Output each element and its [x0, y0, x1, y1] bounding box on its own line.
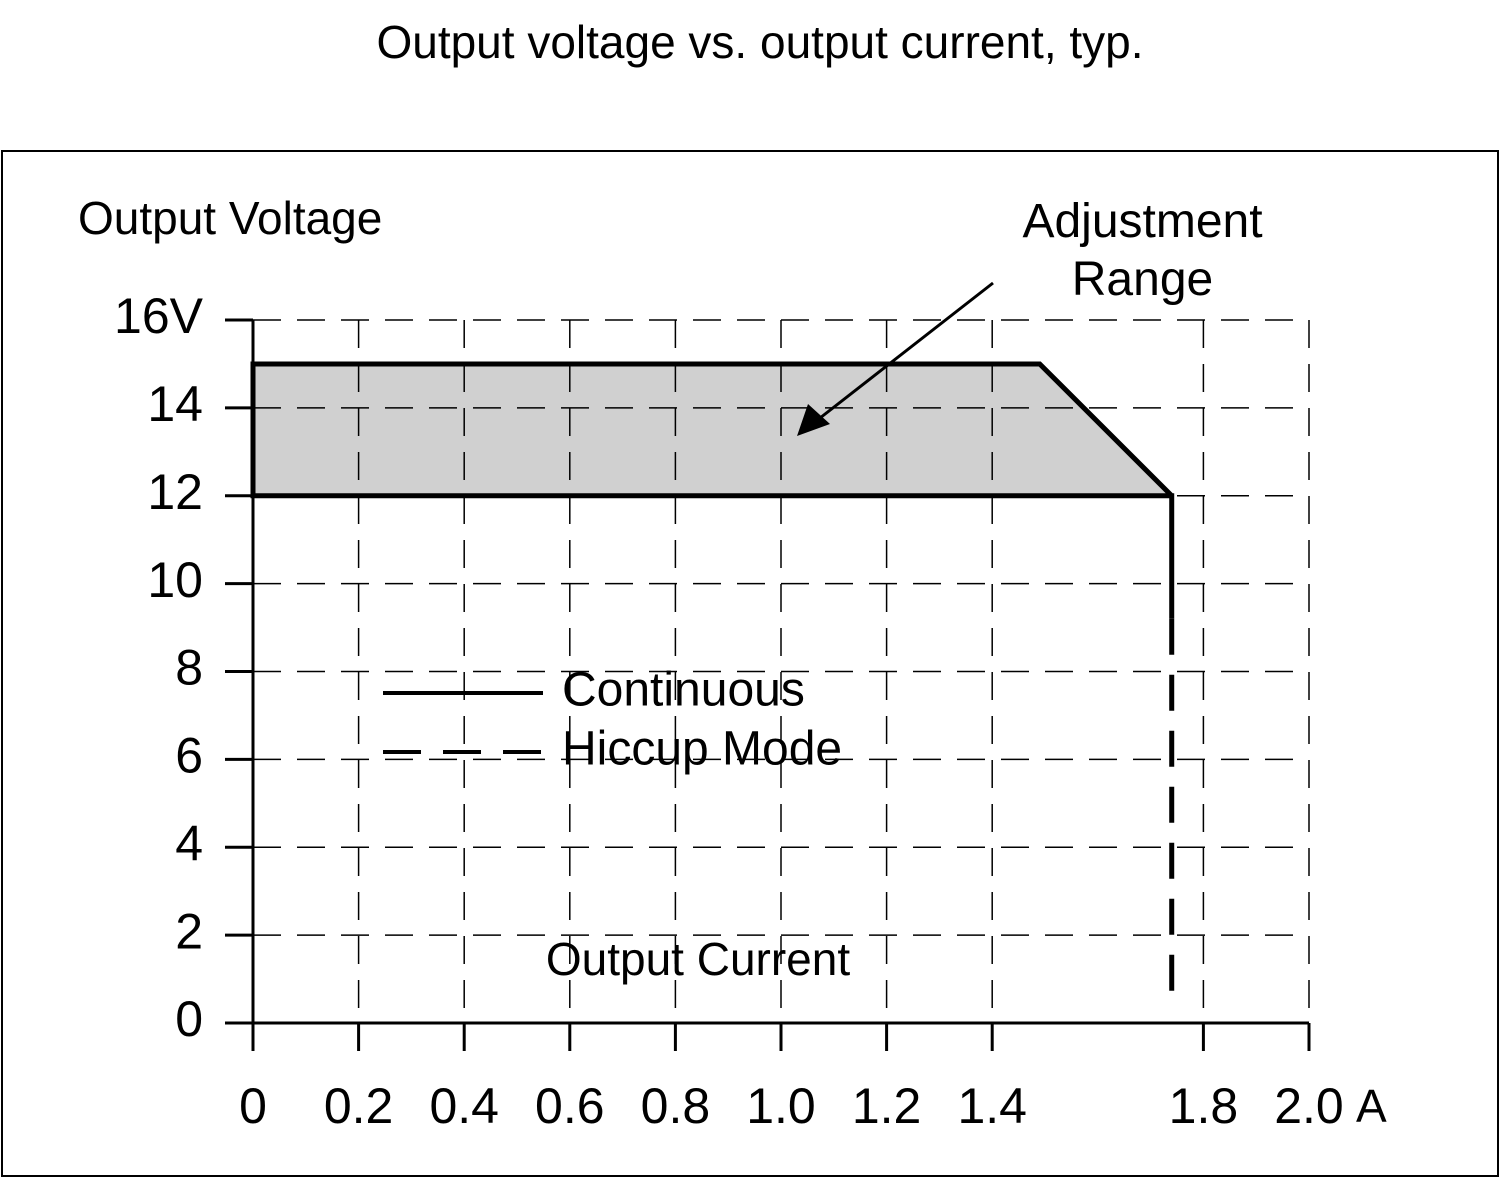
plot — [252, 319, 1310, 1024]
x-tick-label: 2.0 — [1274, 1078, 1344, 1134]
y-tick-label: 0 — [175, 991, 203, 1047]
y-axis-label: Output Voltage — [78, 192, 382, 244]
x-tick-label: 0.8 — [641, 1078, 711, 1134]
x-tick-label: 1.4 — [957, 1078, 1027, 1134]
y-tick-label: 14 — [147, 376, 203, 432]
legend-label: Continuous — [562, 664, 805, 717]
adjustment-area — [253, 363, 1172, 496]
x-tick-label: 0.4 — [429, 1078, 499, 1134]
series-line — [250, 361, 1175, 619]
y-tick-label: 16V — [114, 288, 204, 344]
x-tick-label: 1.0 — [746, 1078, 816, 1134]
y-tick-label: 4 — [175, 815, 203, 871]
x-tick-label: 0 — [239, 1078, 267, 1134]
x-tick-label: 0.6 — [535, 1078, 605, 1134]
y-tick-label: 8 — [175, 640, 203, 696]
annotation-arrow — [819, 281, 994, 420]
x-unit: A — [1356, 1080, 1387, 1132]
y-tick-label: 2 — [175, 903, 203, 959]
y-tick-label: 12 — [147, 464, 203, 520]
arrow-head — [797, 404, 830, 436]
x-tick-label: 0.2 — [324, 1078, 394, 1134]
area-label: Adjustment Range — [1022, 195, 1263, 306]
x-tick-label: 1.2 — [852, 1078, 922, 1134]
chart-title: Output voltage vs. output current, typ. — [376, 16, 1144, 68]
x-axis-label: Output Current — [546, 933, 850, 985]
legend-label: Hiccup Mode — [562, 723, 842, 776]
y-tick-label: 6 — [175, 728, 203, 784]
y-tick-label: 10 — [147, 552, 203, 608]
frame — [1, 150, 1499, 1177]
x-tick-label: 1.8 — [1169, 1078, 1239, 1134]
